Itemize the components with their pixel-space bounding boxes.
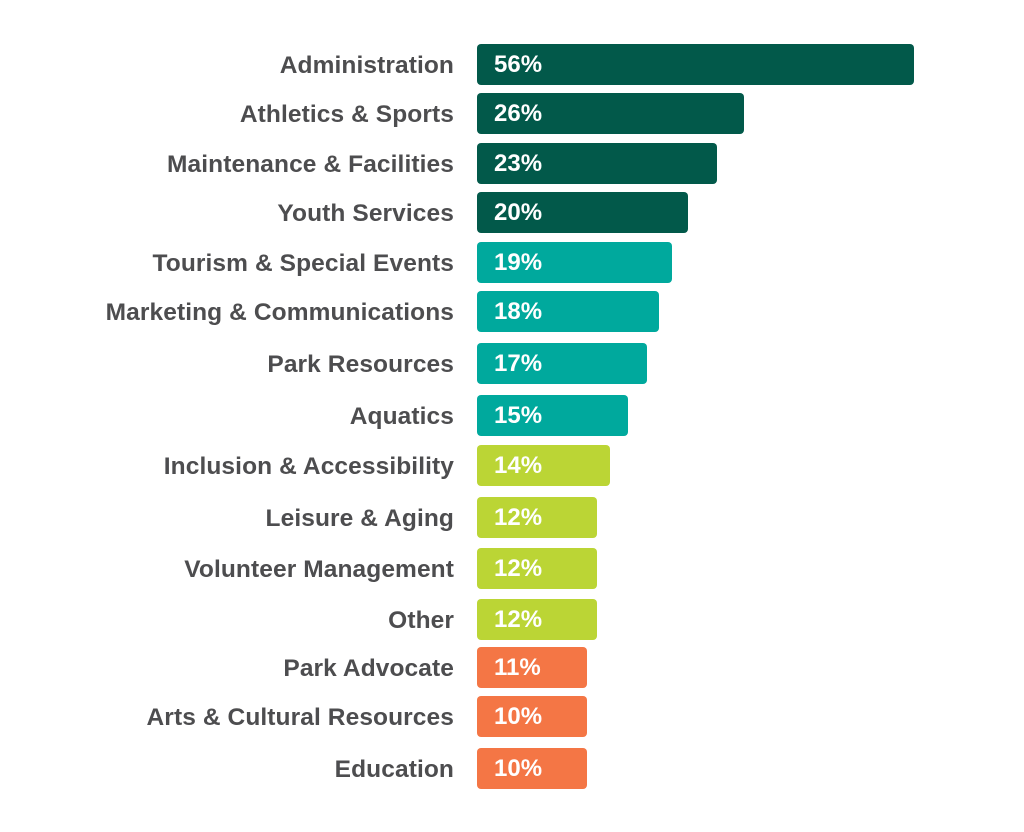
category-label: Tourism & Special Events xyxy=(152,250,454,277)
category-label: Volunteer Management xyxy=(184,556,454,583)
category-label: Aquatics xyxy=(349,403,454,430)
bar: 26% xyxy=(477,93,744,134)
bar-row: Aquatics 15% xyxy=(0,395,1024,436)
value-label: 15% xyxy=(494,402,543,429)
bar-row: Athletics & Sports 26% xyxy=(0,93,1024,134)
bar-row: Park Advocate 11% xyxy=(0,647,1024,688)
category-label: Marketing & Communications xyxy=(105,299,454,326)
bar: 10% xyxy=(477,748,587,789)
value-label: 19% xyxy=(494,249,543,276)
value-label: 11% xyxy=(494,654,541,681)
value-label: 26% xyxy=(494,100,543,127)
category-label: Park Resources xyxy=(267,351,454,378)
value-label: 12% xyxy=(494,555,543,582)
bar-row: Youth Services 20% xyxy=(0,192,1024,233)
category-label: Arts & Cultural Resources xyxy=(146,704,454,731)
bar: 56% xyxy=(477,44,914,85)
bar-row: Marketing & Communications 18% xyxy=(0,291,1024,332)
category-label: Park Advocate xyxy=(283,655,454,682)
category-label: Other xyxy=(388,607,454,634)
bar: 15% xyxy=(477,395,628,436)
bar: 12% xyxy=(477,599,597,640)
bar: 12% xyxy=(477,497,597,538)
bar: 19% xyxy=(477,242,672,283)
bar: 18% xyxy=(477,291,659,332)
value-label: 12% xyxy=(494,504,543,531)
bar-row: Arts & Cultural Resources 10% xyxy=(0,696,1024,737)
bar: 12% xyxy=(477,548,597,589)
category-label: Inclusion & Accessibility xyxy=(163,453,454,480)
category-label: Maintenance & Facilities xyxy=(167,151,454,178)
bar: 17% xyxy=(477,343,647,384)
category-label: Athletics & Sports xyxy=(239,101,454,128)
value-label: 10% xyxy=(494,703,543,730)
category-label: Youth Services xyxy=(277,200,454,227)
bar: 14% xyxy=(477,445,610,486)
bar: 23% xyxy=(477,143,717,184)
bar-row: Maintenance & Facilities 23% xyxy=(0,143,1024,184)
bar-row: Park Resources 17% xyxy=(0,343,1024,384)
value-label: 20% xyxy=(494,199,543,226)
category-label: Leisure & Aging xyxy=(265,505,454,532)
value-label: 12% xyxy=(494,606,543,633)
value-label: 10% xyxy=(494,755,543,782)
value-label: 56% xyxy=(494,51,543,78)
bar: 20% xyxy=(477,192,688,233)
bar: 10% xyxy=(477,696,587,737)
bar-row: Leisure & Aging 12% xyxy=(0,497,1024,538)
value-label: 14% xyxy=(494,452,543,479)
category-label: Administration xyxy=(279,52,454,79)
bar-row: Administration 56% xyxy=(0,44,1024,85)
value-label: 18% xyxy=(494,298,543,325)
bar-row: Inclusion & Accessibility 14% xyxy=(0,445,1024,486)
value-label: 17% xyxy=(494,350,543,377)
bar-row: Volunteer Management 12% xyxy=(0,548,1024,589)
bar-row: Tourism & Special Events 19% xyxy=(0,242,1024,283)
category-label: Education xyxy=(334,756,454,783)
value-label: 23% xyxy=(494,150,543,177)
bar: 11% xyxy=(477,647,587,688)
bar-row: Education 10% xyxy=(0,748,1024,789)
bar-row: Other 12% xyxy=(0,599,1024,640)
